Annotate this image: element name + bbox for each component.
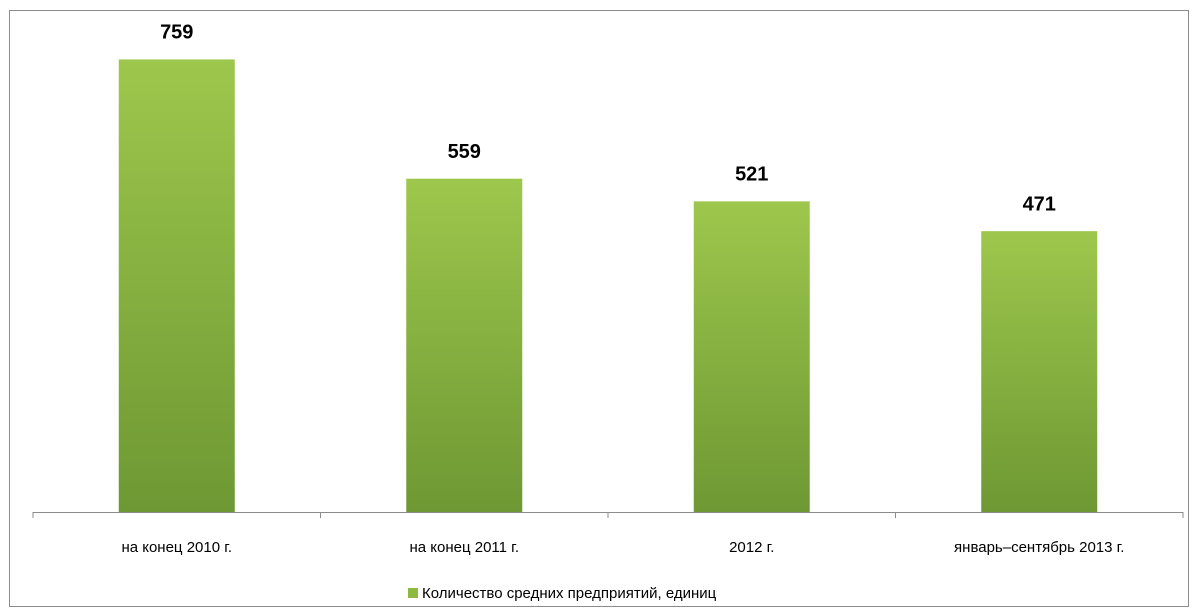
legend-label: Количество средних предприятий, единиц [422, 585, 717, 602]
data-label: 559 [448, 141, 481, 163]
bar [693, 201, 810, 512]
data-label: 521 [735, 164, 768, 186]
data-label: 471 [1023, 193, 1056, 215]
x-tick-label: на конец 2011 г. [410, 539, 519, 556]
x-tick-label: на конец 2010 г. [121, 539, 232, 556]
legend-swatch [408, 588, 418, 598]
bar [118, 59, 235, 512]
bar [406, 178, 523, 513]
bar [981, 231, 1098, 512]
x-tick-label: 2012 г. [729, 539, 774, 556]
x-tick-label: январь–сентябрь 2013 г. [954, 539, 1124, 556]
data-label: 759 [160, 22, 193, 44]
